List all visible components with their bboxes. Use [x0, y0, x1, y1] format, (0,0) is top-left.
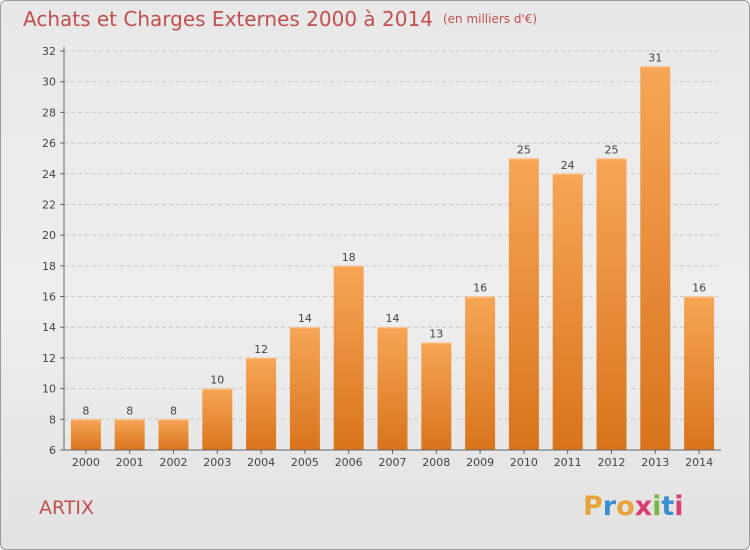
data-label-2001: 8	[126, 404, 133, 417]
x-tick-label-2012: 2012	[598, 456, 626, 469]
y-tick-label: 18	[42, 260, 56, 273]
logo-letter: i	[652, 491, 662, 522]
data-label-2007: 14	[386, 312, 400, 325]
bar-2001[interactable]	[114, 419, 145, 450]
logo-letter: P	[583, 491, 603, 522]
y-tick-label: 30	[42, 76, 56, 89]
x-tick-label-2005: 2005	[291, 456, 319, 469]
data-label-2009: 16	[473, 282, 487, 295]
bar-2006[interactable]	[333, 265, 364, 450]
y-tick-label: 28	[42, 106, 56, 119]
data-label-2000: 8	[82, 404, 89, 417]
data-label-2008: 13	[429, 328, 443, 341]
y-tick-label: 12	[42, 352, 56, 365]
data-label-2004: 12	[254, 343, 268, 356]
logo-letter: i	[674, 491, 684, 522]
axes: 6 8 10 12 14 16 18 20 22 24 26 28 30 32 2000 2001 2002 20…	[42, 45, 721, 469]
y-tick-label: 32	[42, 45, 56, 58]
x-tick-label-2009: 2009	[466, 456, 494, 469]
bar-2007[interactable]	[377, 327, 408, 450]
data-label-2002: 8	[170, 404, 177, 417]
logo-letter: r	[602, 491, 617, 522]
y-tick-label: 14	[42, 321, 56, 334]
y-tick-label: 26	[42, 137, 56, 150]
chart-title: Achats et Charges Externes 2000 à 2014 (e…	[23, 7, 537, 31]
data-label-2003: 10	[210, 374, 224, 387]
bar-2002[interactable]	[158, 419, 189, 450]
bars: 8 8 8 10 12 14 18 14 13 16 25 24 25 31 16	[70, 51, 715, 450]
data-label-2010: 25	[517, 143, 531, 156]
x-tick-label-2008: 2008	[422, 456, 450, 469]
x-tick-label-2006: 2006	[335, 456, 363, 469]
x-tick-label-2004: 2004	[247, 456, 275, 469]
x-tick-label-2010: 2010	[510, 456, 538, 469]
x-tick-label-2002: 2002	[160, 456, 188, 469]
bar-2010[interactable]	[508, 158, 539, 450]
chart-title-text: Achats et Charges Externes 2000 à 2014	[23, 7, 433, 31]
data-label-2006: 18	[342, 251, 356, 264]
x-tick-label-2013: 2013	[641, 456, 669, 469]
bar-2009[interactable]	[465, 296, 496, 450]
x-tick-label-2014: 2014	[685, 456, 713, 469]
x-tick-label-2001: 2001	[116, 456, 144, 469]
x-tick-label-2011: 2011	[554, 456, 582, 469]
x-tick-label-2003: 2003	[203, 456, 231, 469]
x-tick-label-2007: 2007	[379, 456, 407, 469]
y-tick-label: 8	[49, 413, 56, 426]
y-tick-label: 20	[42, 229, 56, 242]
logo-letter: o	[616, 491, 635, 522]
bar-2013[interactable]	[640, 66, 671, 450]
logo-letter: t	[661, 491, 675, 522]
bar-2005[interactable]	[289, 327, 320, 450]
data-label-2012: 25	[605, 143, 619, 156]
bar-2003[interactable]	[202, 388, 233, 450]
proxiti-logo[interactable]: Proxiti	[583, 491, 684, 522]
y-tick-label: 10	[42, 383, 56, 396]
commune-name: ARTIX	[39, 497, 95, 519]
y-tick-label: 16	[42, 291, 56, 304]
data-label-2005: 14	[298, 312, 312, 325]
y-tick-label: 6	[49, 444, 56, 457]
x-tick-label-2000: 2000	[72, 456, 100, 469]
data-label-2014: 16	[692, 282, 706, 295]
data-label-2011: 24	[561, 159, 575, 172]
bar-2008[interactable]	[421, 342, 452, 450]
bar-2004[interactable]	[246, 357, 277, 450]
logo-letter: x	[634, 491, 653, 522]
chart-subtitle: (en milliers d'€)	[442, 12, 538, 26]
bar-2000[interactable]	[70, 419, 101, 450]
y-tick-label: 22	[42, 198, 56, 211]
bar-2011[interactable]	[552, 173, 583, 450]
bar-2014[interactable]	[684, 296, 715, 450]
y-tick-label: 24	[42, 168, 56, 181]
data-label-2013: 31	[648, 51, 662, 64]
bar-2012[interactable]	[596, 158, 627, 450]
